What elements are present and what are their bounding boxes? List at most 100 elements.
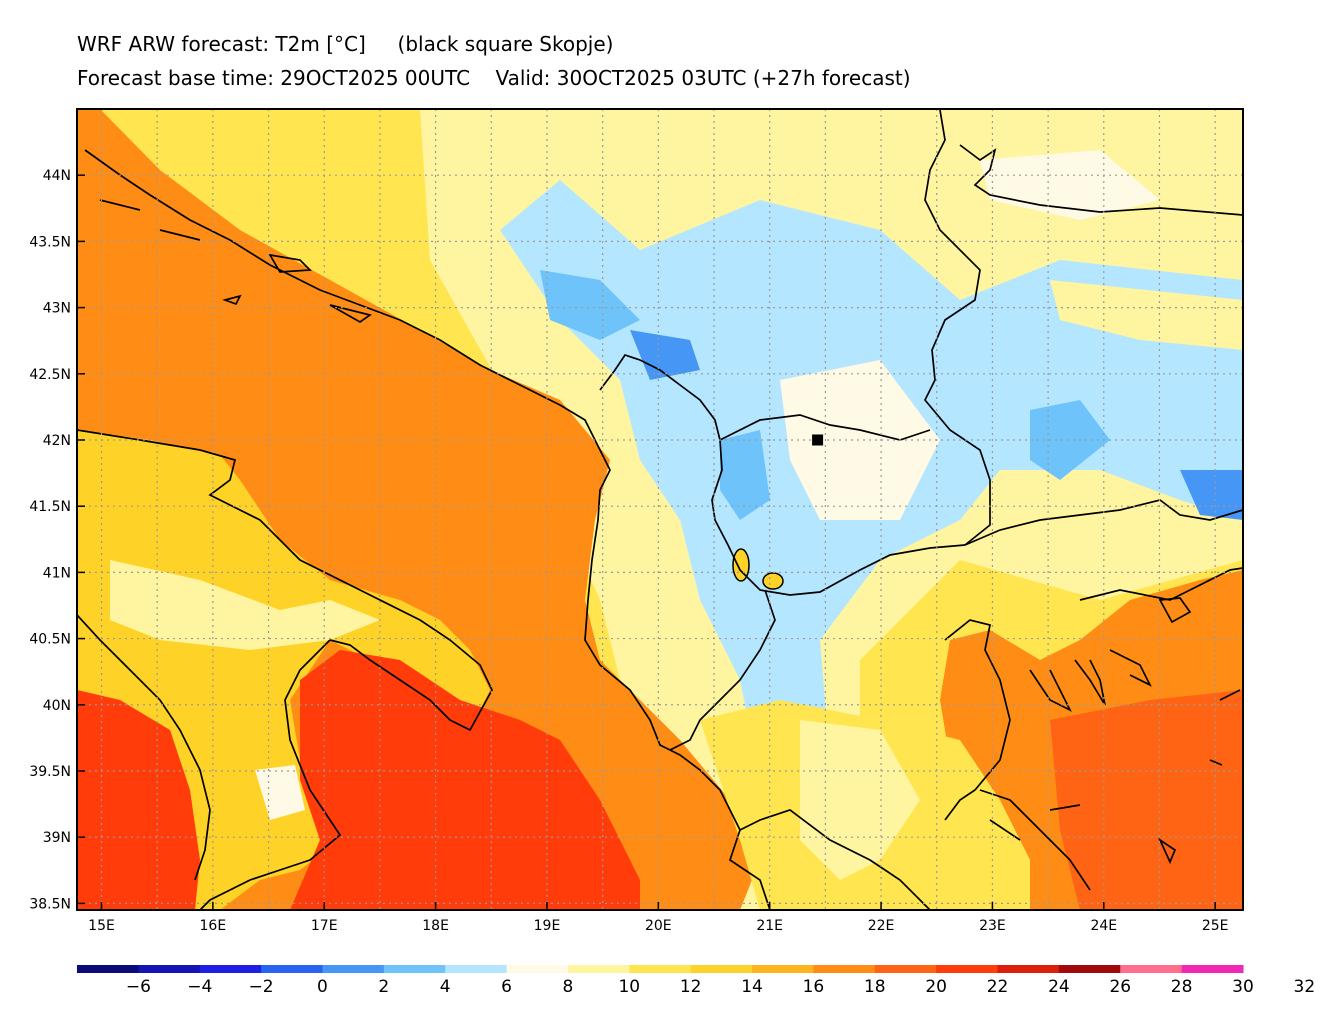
lat-tick-label: 40N bbox=[43, 698, 71, 714]
lon-tick-label: 16E bbox=[200, 918, 227, 934]
border-macedonia-greece bbox=[727, 544, 966, 596]
lon-tick-label: 22E bbox=[868, 918, 895, 934]
colorbar-label: 6 bbox=[501, 977, 512, 997]
lat-tick-label: 42N bbox=[43, 433, 71, 449]
colorbar-swatch bbox=[690, 965, 753, 973]
lon-tick-label: 18E bbox=[422, 918, 449, 934]
lon-tick-label: 24E bbox=[1090, 918, 1117, 934]
lon-tick-label: 20E bbox=[645, 918, 672, 934]
lon-tick-label: 23E bbox=[979, 918, 1006, 934]
lat-tick-label: 43.5N bbox=[29, 234, 71, 250]
colorbar-swatch bbox=[1181, 965, 1244, 973]
colorbar-label: 20 bbox=[925, 977, 947, 997]
colorbar-label: 32 bbox=[1294, 977, 1316, 997]
field-calabria-pale bbox=[255, 765, 305, 820]
colorbar-label: 12 bbox=[680, 977, 702, 997]
colorbar-label: 30 bbox=[1232, 977, 1254, 997]
lon-tick-label: 15E bbox=[88, 918, 115, 934]
colorbar-swatch bbox=[1120, 965, 1183, 973]
colorbar bbox=[77, 965, 1244, 973]
lat-tick-label: 44N bbox=[43, 168, 71, 184]
lat-tick-label: 43N bbox=[43, 301, 71, 317]
border-serbia-bulgaria bbox=[923, 109, 991, 546]
field-cold-spot-2 bbox=[630, 330, 700, 380]
colorbar-label: 22 bbox=[987, 977, 1009, 997]
colorbar-label: 14 bbox=[741, 977, 763, 997]
field-cold-spot-1 bbox=[540, 270, 640, 340]
gridlines bbox=[77, 109, 1243, 910]
lake-ohrid bbox=[732, 548, 750, 582]
colorbar-swatch bbox=[629, 965, 692, 973]
colorbar-label: 8 bbox=[563, 977, 574, 997]
coastline-italy-west bbox=[77, 614, 211, 881]
colorbar-swatch bbox=[199, 965, 262, 973]
lon-tick-label: 17E bbox=[311, 918, 338, 934]
border-bulgaria-romania bbox=[959, 144, 1243, 216]
colorbar-swatch bbox=[997, 965, 1060, 973]
field-ionian-hot bbox=[290, 650, 640, 910]
border-montenegro-serbia bbox=[599, 353, 729, 546]
colorbar-swatch bbox=[1058, 965, 1121, 973]
colorbar-swatch bbox=[813, 965, 876, 973]
field-aegean-hot bbox=[1050, 690, 1243, 910]
lat-tick-label: 40.5N bbox=[29, 632, 71, 648]
colorbar-label: −4 bbox=[187, 977, 212, 997]
field-cold-spot-5 bbox=[720, 430, 770, 520]
lon-tick-label: 21E bbox=[756, 918, 783, 934]
colorbar-swatch bbox=[506, 965, 569, 973]
colorbar-label: −6 bbox=[126, 977, 151, 997]
colorbar-label: 16 bbox=[803, 977, 825, 997]
colorbar-swatch bbox=[261, 965, 323, 973]
field-italy-pale bbox=[110, 560, 380, 650]
lat-tick-label: 42.5N bbox=[29, 367, 71, 383]
colorbar-label: 10 bbox=[618, 977, 640, 997]
lat-tick-label: 41.5N bbox=[29, 499, 71, 515]
colorbar-label: 26 bbox=[1109, 977, 1131, 997]
field-cold-spot-3 bbox=[1030, 400, 1110, 480]
coastline-italy-east bbox=[77, 429, 493, 732]
coastline-islands bbox=[99, 199, 373, 324]
lake-prespa bbox=[762, 572, 784, 590]
colorbar-swatch bbox=[138, 965, 201, 973]
field-cold-spot-4 bbox=[1180, 470, 1243, 520]
lat-tick-label: 38.5N bbox=[29, 896, 71, 912]
field-pale-patch-east bbox=[1050, 280, 1243, 350]
colorbar-swatch bbox=[383, 965, 446, 973]
colorbar-label: 24 bbox=[1048, 977, 1070, 997]
colorbar-swatch bbox=[77, 965, 139, 973]
colorbar-label: 28 bbox=[1171, 977, 1193, 997]
coastline-greece-west bbox=[739, 809, 931, 910]
coastline-thrace bbox=[1079, 567, 1243, 601]
skopje-marker bbox=[812, 434, 824, 446]
latitude-ticks: 44N 43.5N 43N 42.5N 42N 41.5N 41N 40.5N 40N 39.5N… bbox=[29, 168, 85, 912]
colorbar-swatch bbox=[567, 965, 630, 973]
coastline-aegean-north bbox=[944, 619, 1011, 821]
map-field bbox=[77, 109, 1243, 910]
colorbar-swatch bbox=[874, 965, 937, 973]
coastline-italy-south bbox=[199, 639, 342, 910]
border-albania-greece bbox=[669, 589, 776, 751]
chart-subtitle: Forecast base time: 29OCT2025 00UTC Vali… bbox=[77, 66, 911, 90]
colorbar-swatch bbox=[322, 965, 385, 973]
lon-tick-label: 19E bbox=[534, 918, 561, 934]
colorbar-label: 4 bbox=[440, 977, 451, 997]
lat-tick-label: 41N bbox=[43, 565, 71, 581]
colorbar-swatch bbox=[752, 965, 814, 973]
longitude-ticks: 15E 16E 17E 18E 19E 20E 21E 22E 23E 24E 25E bbox=[88, 902, 1228, 934]
map-frame bbox=[76, 108, 1244, 911]
colorbar-label: −2 bbox=[249, 977, 274, 997]
chart-title: WRF ARW forecast: T2m [°C] (black square… bbox=[77, 32, 614, 56]
colorbar-labels: −6 −4 −2 0 2 4 6 8 10 12 14 16 18 20 22 24 26 28 30 32 bbox=[126, 977, 1315, 997]
colorbar-swatch bbox=[936, 965, 999, 973]
colorbar-label: 2 bbox=[378, 977, 389, 997]
lat-tick-label: 39.5N bbox=[29, 764, 71, 780]
colorbar-label: 18 bbox=[864, 977, 886, 997]
coastline-islands-aegean bbox=[1049, 597, 1241, 865]
lat-tick-label: 39N bbox=[43, 830, 71, 846]
colorbar-label: 0 bbox=[317, 977, 328, 997]
lon-tick-label: 25E bbox=[1202, 918, 1229, 934]
field-pale-patch bbox=[780, 360, 940, 520]
field-tyrrhenian bbox=[77, 690, 200, 910]
colorbar-swatch bbox=[445, 965, 508, 973]
